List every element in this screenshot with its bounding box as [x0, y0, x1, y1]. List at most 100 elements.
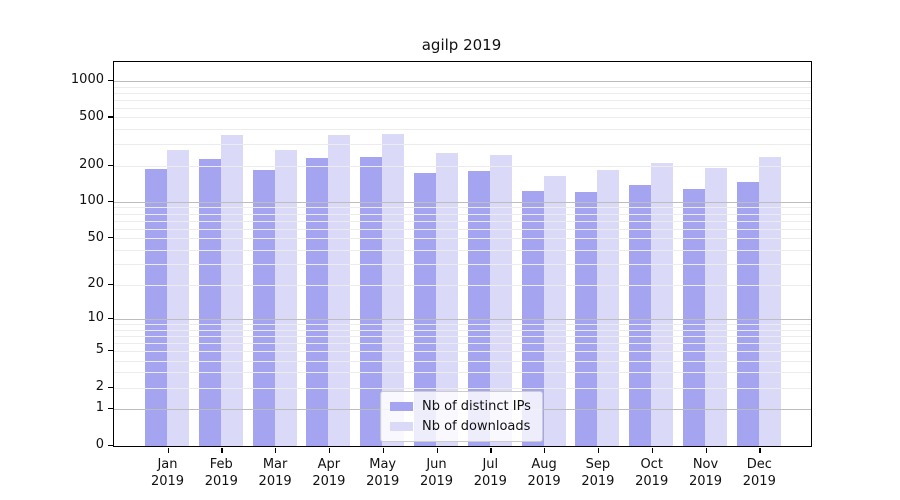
bar-distinct-ips-feb: [198, 158, 221, 446]
legend-row-distinct-ips: Nb of distinct IPs: [390, 399, 531, 414]
y-tick-mark: [108, 164, 113, 166]
legend-label-distinct-ips: Nb of distinct IPs: [422, 399, 531, 414]
bar-downloads-may: [382, 133, 405, 446]
y-tick-label: 1: [95, 400, 104, 416]
x-tick-label-feb: Feb 2019: [193, 456, 249, 490]
y-tick-mark: [108, 79, 113, 82]
y-tick-mark: [108, 407, 113, 410]
y-tick-mark: [108, 116, 113, 118]
x-tick-year: 2019: [581, 474, 615, 489]
x-tick-month: Mar: [262, 457, 288, 472]
y-tick-label: 500: [79, 108, 104, 124]
x-tick-year: 2019: [419, 474, 454, 489]
x-tick-month: Aug: [531, 457, 557, 472]
x-tick-month: Feb: [209, 457, 233, 472]
x-tick-label-mar: Mar 2019: [247, 456, 303, 490]
y-tick-label: 200: [79, 157, 104, 173]
bar-downloads-dec: [758, 156, 781, 446]
x-tick-mark: [436, 448, 438, 453]
legend-row-downloads: Nb of downloads: [390, 419, 531, 434]
x-tick-mark: [328, 448, 331, 453]
x-tick-mark: [275, 448, 277, 453]
x-tick-mark: [651, 448, 653, 453]
bar-distinct-ips-oct: [629, 184, 652, 446]
x-tick-month: Oct: [640, 457, 663, 472]
y-tick-label: 1000: [70, 72, 104, 88]
x-tick-label-jul: Jul 2019: [462, 456, 518, 490]
bar-distinct-ips-nov: [683, 189, 705, 446]
plot-area: Nb of distinct IPs Nb of downloads: [113, 61, 812, 447]
x-tick-year: 2019: [527, 474, 561, 489]
x-tick-month: Jan: [157, 457, 178, 472]
x-tick-year: 2019: [473, 474, 507, 489]
bar-distinct-ips-jan: [145, 168, 167, 446]
x-tick-month: Dec: [746, 457, 772, 472]
x-tick-month: May: [369, 457, 397, 472]
y-tick-label: 5: [95, 342, 104, 358]
x-tick-year: 2019: [742, 474, 776, 489]
x-tick-label-sep: Sep 2019: [570, 456, 626, 490]
bar-downloads-oct: [651, 163, 674, 446]
x-tick-label-oct: Oct 2019: [624, 456, 680, 490]
bars-layer: [114, 62, 811, 446]
x-tick-month: Jul: [482, 457, 499, 472]
legend-swatch-downloads-icon: [390, 422, 413, 431]
y-tick-mark: [108, 237, 113, 239]
y-tick-mark: [108, 349, 113, 352]
bar-downloads-mar: [274, 150, 297, 446]
y-tick-label: 100: [79, 193, 104, 209]
x-tick-month: Nov: [692, 457, 719, 472]
x-tick-month: Jun: [426, 457, 447, 472]
y-tick-label: 50: [87, 229, 104, 245]
y-tick-mark: [108, 444, 113, 446]
x-tick-year: 2019: [688, 474, 723, 489]
legend-swatch-distinct-ips-icon: [390, 402, 413, 411]
bar-downloads-feb: [220, 135, 243, 446]
bar-distinct-ips-apr: [306, 158, 329, 446]
x-tick-mark: [759, 448, 761, 453]
x-tick-label-apr: Apr 2019: [301, 456, 357, 490]
x-tick-mark: [167, 448, 169, 453]
bar-distinct-ips-mar: [252, 169, 275, 446]
x-tick-mark: [221, 448, 223, 453]
x-tick-year: 2019: [258, 474, 292, 489]
x-tick-year: 2019: [204, 474, 238, 489]
x-tick-label-nov: Nov 2019: [678, 456, 734, 490]
x-tick-year: 2019: [366, 474, 400, 489]
x-tick-label-dec: Dec 2019: [731, 456, 787, 490]
y-tick-label: 20: [87, 276, 104, 292]
bar-downloads-jan: [167, 149, 189, 446]
x-tick-year: 2019: [150, 474, 185, 489]
legend: Nb of distinct IPs Nb of downloads: [380, 391, 543, 442]
legend-label-downloads: Nb of downloads: [422, 419, 531, 434]
bar-distinct-ips-aug: [521, 190, 544, 446]
x-tick-label-may: May 2019: [355, 456, 411, 490]
y-tick-mark: [108, 317, 113, 320]
x-tick-label-jan: Jan 2019: [140, 456, 196, 490]
bar-distinct-ips-jul: [467, 170, 490, 446]
x-tick-label-aug: Aug 2019: [516, 456, 572, 490]
x-tick-month: Apr: [317, 457, 341, 472]
bar-downloads-sep: [597, 170, 620, 446]
chart-title: agilp 2019: [421, 36, 502, 54]
x-tick-mark: [490, 448, 492, 453]
y-tick-label: 2: [95, 379, 104, 395]
bar-distinct-ips-may: [360, 157, 383, 446]
x-tick-year: 2019: [312, 474, 346, 489]
bar-downloads-apr: [328, 134, 351, 446]
y-tick-mark: [108, 283, 113, 286]
x-tick-month: Sep: [585, 457, 611, 472]
bar-downloads-nov: [705, 168, 727, 446]
y-tick-mark: [108, 386, 113, 388]
y-tick-label: 0: [95, 437, 104, 452]
bar-distinct-ips-dec: [736, 182, 759, 446]
x-tick-mark: [597, 448, 600, 453]
x-tick-mark: [544, 448, 546, 453]
bar-distinct-ips-jun: [414, 172, 436, 446]
bar-downloads-aug: [543, 176, 566, 446]
bar-distinct-ips-sep: [575, 191, 598, 446]
x-tick-mark: [382, 448, 384, 453]
x-tick-mark: [705, 448, 707, 453]
y-tick-label: 10: [87, 310, 104, 326]
